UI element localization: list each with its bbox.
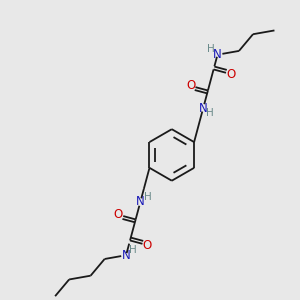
Text: N: N bbox=[213, 48, 222, 61]
Text: N: N bbox=[122, 249, 130, 262]
Text: H: H bbox=[207, 44, 214, 54]
Text: N: N bbox=[136, 195, 145, 208]
Text: H: H bbox=[143, 192, 151, 202]
Text: H: H bbox=[206, 108, 214, 118]
Text: O: O bbox=[142, 238, 152, 252]
Text: O: O bbox=[114, 208, 123, 221]
Text: N: N bbox=[199, 102, 208, 115]
Text: O: O bbox=[226, 68, 236, 81]
Text: O: O bbox=[186, 80, 195, 92]
Text: H: H bbox=[129, 245, 137, 255]
